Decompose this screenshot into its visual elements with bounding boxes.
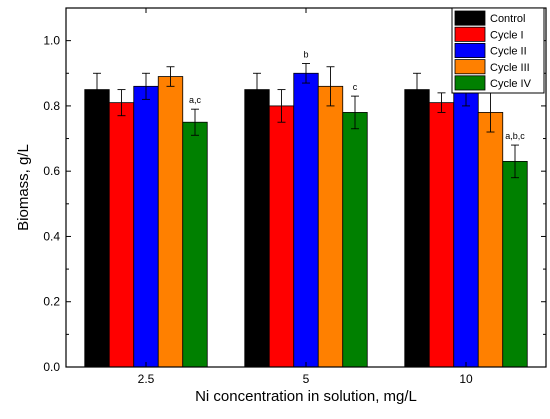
legend-swatch [454, 10, 486, 26]
bar [268, 105, 295, 368]
y-tick-label: 0.6 [43, 164, 60, 178]
bar [182, 121, 208, 368]
legend-label: Cycle III [490, 62, 530, 74]
legend: Control Cycle I Cycle II Cycle III Cycle IV [451, 7, 545, 94]
legend-swatch [454, 59, 486, 75]
x-tick-label: 5 [303, 372, 310, 386]
bar [133, 85, 159, 368]
significance-label: a,c [189, 95, 202, 105]
x-axis: 2.5 5 10 [138, 8, 473, 386]
bar [108, 102, 135, 368]
y-axis: 0.0 0.2 0.4 0.6 0.8 1.0 [43, 34, 546, 374]
significance-label: c [353, 82, 358, 92]
y-tick-label: 0.4 [43, 229, 60, 243]
x-axis-title: Ni concentration in solution, mg/L [195, 388, 417, 405]
bar [84, 89, 110, 368]
bar [404, 89, 430, 368]
significance-label: a,b,c [505, 131, 525, 141]
y-tick-label: 0.2 [43, 295, 60, 309]
bar [157, 76, 184, 368]
bar [428, 102, 455, 368]
x-tick-label: 10 [459, 372, 473, 386]
legend-label: Cycle IV [490, 78, 532, 90]
y-tick-label: 1.0 [43, 34, 60, 48]
significance-label: b [303, 49, 308, 59]
bar [317, 85, 344, 368]
bars-layer [84, 72, 528, 368]
legend-swatch [454, 26, 486, 42]
bar [293, 72, 319, 368]
y-tick-label: 0.8 [43, 99, 60, 113]
bar [453, 92, 479, 368]
bar [502, 160, 528, 368]
legend-label: Control [490, 13, 525, 25]
legend-swatch [454, 43, 486, 59]
x-tick-label: 2.5 [138, 372, 155, 386]
bar [342, 112, 368, 368]
bar [477, 112, 504, 368]
legend-label: Cycle II [490, 46, 527, 58]
legend-label: Cycle I [490, 29, 524, 41]
annotations-layer: a,c b c a,b,c [189, 49, 525, 141]
legend-swatch [454, 75, 486, 91]
y-tick-label: 0.0 [43, 360, 60, 374]
bar [244, 89, 270, 368]
y-axis-title: Biomass, g/L [15, 144, 32, 231]
